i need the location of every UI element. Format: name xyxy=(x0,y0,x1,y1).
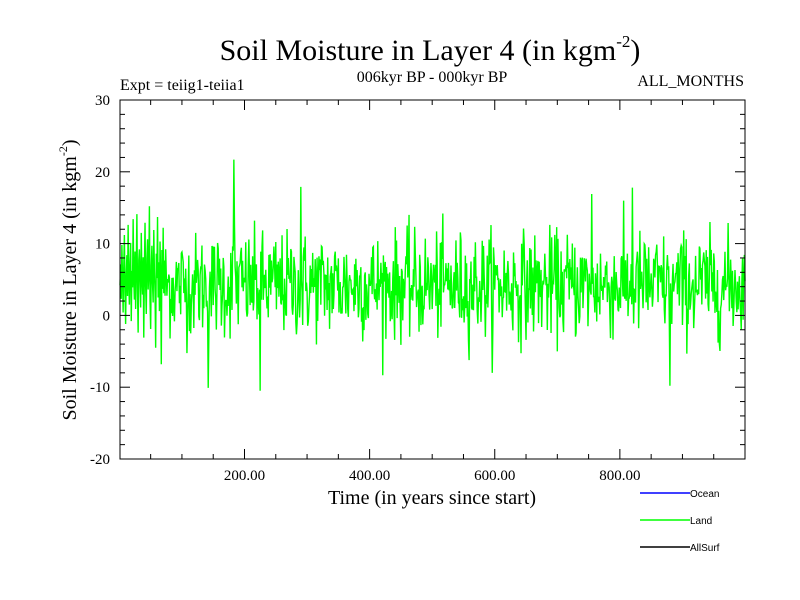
chart-title-sup: -2 xyxy=(616,32,630,51)
series-line-land xyxy=(119,159,746,391)
series-layer xyxy=(119,159,746,391)
subtitle-left: Expt = teiig1-teiia1 xyxy=(120,77,245,94)
y-axis-label-main: Soil Moisture in Layer 4 (in kgm xyxy=(59,156,81,421)
x-tick-label: 400.00 xyxy=(349,468,390,484)
x-tick-label: 200.00 xyxy=(224,468,265,484)
y-tick-label: 20 xyxy=(95,165,110,181)
legend: Ocean Land AllSurf xyxy=(640,489,720,554)
legend-label-ocean: Ocean xyxy=(690,489,719,500)
y-tick-label: 0 xyxy=(103,308,111,324)
subtitle-center: 006kyr BP - 000kyr BP xyxy=(357,69,508,86)
y-axis-label-close: ) xyxy=(59,139,81,146)
chart-title-close: ) xyxy=(630,34,640,67)
y-axis-label-sup: -2 xyxy=(56,146,70,156)
x-axis-label: Time (in years since start) xyxy=(328,487,536,509)
axes-layer: 200.00 400.00 600.00 800.00 -20 -10 0 10 20 30 xyxy=(90,93,746,484)
y-axis-label: Soil Moisture in Layer 4 (in kgm-2) xyxy=(56,139,81,420)
x-tick-label: 600.00 xyxy=(474,468,515,484)
legend-label-land: Land xyxy=(690,516,712,527)
y-tick-label: 10 xyxy=(95,237,110,253)
legend-label-allsurf: AllSurf xyxy=(690,543,720,554)
y-tick-label: -20 xyxy=(90,452,110,468)
y-tick-label: -10 xyxy=(90,380,110,396)
chart-title: Soil Moisture in Layer 4 (in kgm-2) xyxy=(220,32,641,67)
y-tick-label: 30 xyxy=(95,93,110,109)
subtitle-right: ALL_MONTHS xyxy=(637,73,744,90)
x-tick-label: 800.00 xyxy=(599,468,640,484)
chart-title-main: Soil Moisture in Layer 4 (in kgm xyxy=(220,34,617,67)
